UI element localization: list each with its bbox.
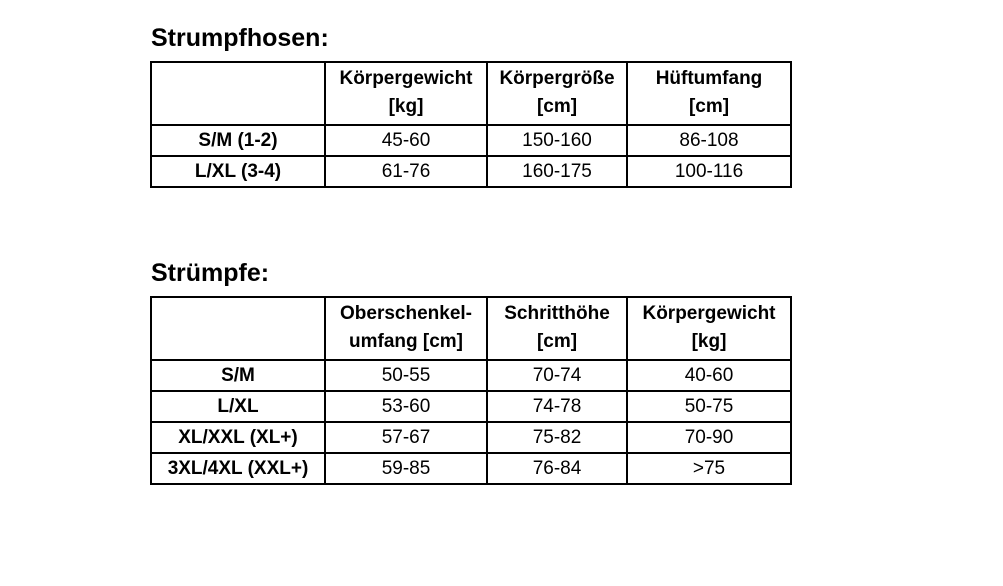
cell-value: 57-67 — [324, 420, 488, 454]
header-cell-koerpergewicht: Körpergewicht [kg] — [626, 295, 792, 361]
strumpfhosen-header-row: Körpergewicht [kg] Körpergröße [cm] Hüft… — [150, 60, 792, 126]
cell-value: 76-84 — [486, 451, 628, 485]
header-cell-koerpergroesse: Körpergröße [cm] — [486, 60, 628, 126]
header-line-2: [kg] — [691, 331, 727, 352]
cell-value: 100-116 — [626, 154, 792, 188]
struempfe-table: Oberschenkel- umfang [cm] Schritthöhe [c… — [150, 295, 792, 485]
header-line-2: umfang [cm] — [349, 331, 463, 352]
header-cell-hueftumfang: Hüftumfang [cm] — [626, 60, 792, 126]
header-cell-schritthoehe: Schritthöhe [cm] — [486, 295, 628, 361]
table-row-3xl4xl: 3XL/4XL (XXL+) 59-85 76-84 >75 — [150, 451, 792, 485]
header-line-2: [cm] — [688, 96, 730, 118]
row-label: 3XL/4XL (XXL+) — [150, 451, 326, 485]
header-line-2: [cm] — [536, 331, 578, 352]
table-row-lxl: L/XL (3-4) 61-76 160-175 100-116 — [150, 154, 792, 188]
strumpfhosen-table: Körpergewicht [kg] Körpergröße [cm] Hüft… — [150, 60, 792, 188]
cell-value: 160-175 — [486, 154, 628, 188]
cell-value: 61-76 — [324, 154, 488, 188]
cell-value: 86-108 — [626, 123, 792, 157]
row-label: S/M — [150, 358, 326, 392]
header-cell-empty — [150, 60, 326, 126]
table-row-sm: S/M 50-55 70-74 40-60 — [150, 358, 792, 392]
cell-value: 50-55 — [324, 358, 488, 392]
cell-value: 50-75 — [626, 389, 792, 423]
row-label: L/XL (3-4) — [150, 154, 326, 188]
header-line-2: [cm] — [536, 96, 578, 118]
table-row-xlxxl: XL/XXL (XL+) 57-67 75-82 70-90 — [150, 420, 792, 454]
struempfe-title: Strümpfe: — [151, 258, 270, 287]
strumpfhosen-section: Strumpfhosen: Körpergewicht [kg] Körperg… — [150, 24, 792, 188]
header-cell-empty — [150, 295, 326, 361]
header-line-1: Hüftumfang — [655, 68, 763, 90]
header-line-1: Körpergewicht — [642, 303, 776, 324]
cell-value: >75 — [626, 451, 792, 485]
cell-value: 70-90 — [626, 420, 792, 454]
strumpfhosen-title: Strumpfhosen: — [151, 24, 329, 52]
cell-value: 74-78 — [486, 389, 628, 423]
table-row-sm: S/M (1-2) 45-60 150-160 86-108 — [150, 123, 792, 157]
header-line-2: [kg] — [388, 96, 424, 118]
cell-value: 150-160 — [486, 123, 628, 157]
header-line-1: Schritthöhe — [504, 303, 610, 324]
cell-value: 59-85 — [324, 451, 488, 485]
struempfe-section: Strümpfe: Oberschenkel- umfang [cm] Schr… — [150, 259, 792, 485]
cell-value: 53-60 — [324, 389, 488, 423]
cell-value: 45-60 — [324, 123, 488, 157]
row-label: S/M (1-2) — [150, 123, 326, 157]
cell-value: 75-82 — [486, 420, 628, 454]
table-row-lxl: L/XL 53-60 74-78 50-75 — [150, 389, 792, 423]
size-chart-content: Strumpfhosen: Körpergewicht [kg] Körperg… — [150, 24, 792, 485]
header-cell-koerpergewicht: Körpergewicht [kg] — [324, 60, 488, 126]
header-line-1: Körpergröße — [499, 68, 615, 90]
cell-value: 40-60 — [626, 358, 792, 392]
row-label: XL/XXL (XL+) — [150, 420, 326, 454]
header-cell-oberschenkelumfang: Oberschenkel- umfang [cm] — [324, 295, 488, 361]
cell-value: 70-74 — [486, 358, 628, 392]
header-line-1: Oberschenkel- — [340, 303, 472, 324]
header-line-1: Körpergewicht — [339, 68, 473, 90]
struempfe-header-row: Oberschenkel- umfang [cm] Schritthöhe [c… — [150, 295, 792, 361]
row-label: L/XL — [150, 389, 326, 423]
